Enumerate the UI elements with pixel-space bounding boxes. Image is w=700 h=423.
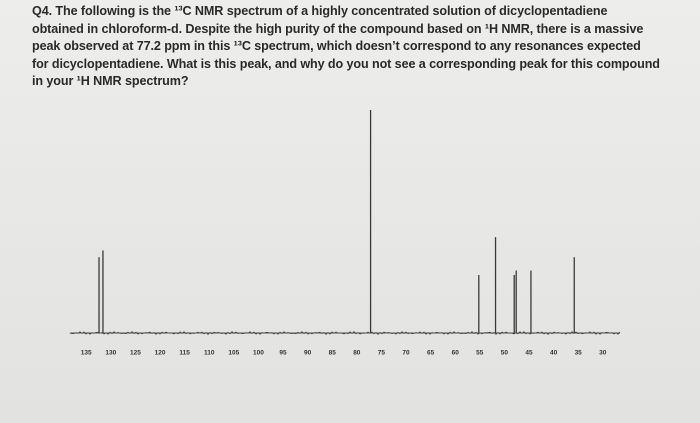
baseline-noise (69, 331, 621, 335)
x-tick-label: 40 (550, 350, 558, 357)
x-tick-label: 55 (476, 350, 484, 357)
x-tick-label: 70 (402, 350, 410, 357)
x-tick-label: 100 (253, 350, 264, 357)
x-tick-label: 50 (501, 350, 509, 357)
question: Q4. The following is the ¹³C NMR spectru… (32, 3, 660, 91)
x-tick-label: 95 (279, 350, 287, 357)
question-line: for dicyclopentadiene. What is this peak… (32, 56, 660, 71)
x-tick-label: 130 (105, 350, 116, 357)
x-tick-label: 90 (304, 350, 312, 357)
x-tick-label: 35 (575, 350, 583, 357)
x-tick-label: 125 (130, 350, 141, 357)
question-line: obtained in chloroform-d. Despite the hi… (32, 21, 644, 36)
x-tick-label: 135 (81, 350, 92, 357)
x-tick-label: 110 (204, 350, 215, 357)
x-tick-label: 60 (452, 350, 460, 357)
x-tick-label: 75 (378, 350, 386, 357)
x-tick-label: 115 (179, 350, 190, 357)
question-line: in your ¹H NMR spectrum? (32, 74, 189, 89)
x-tick-label: 45 (525, 350, 533, 357)
x-tick-label: 30 (599, 350, 607, 357)
question-line: Q4. The following is the ¹³C NMR spectru… (32, 4, 608, 18)
x-tick-label: 105 (228, 350, 239, 357)
x-tick-label: 80 (353, 350, 361, 357)
x-tick-label: 85 (329, 350, 337, 357)
x-tick-label: 65 (427, 350, 435, 357)
question-line: peak observed at 77.2 ppm in this ¹³C sp… (32, 39, 641, 54)
x-tick-label: 120 (155, 350, 166, 357)
